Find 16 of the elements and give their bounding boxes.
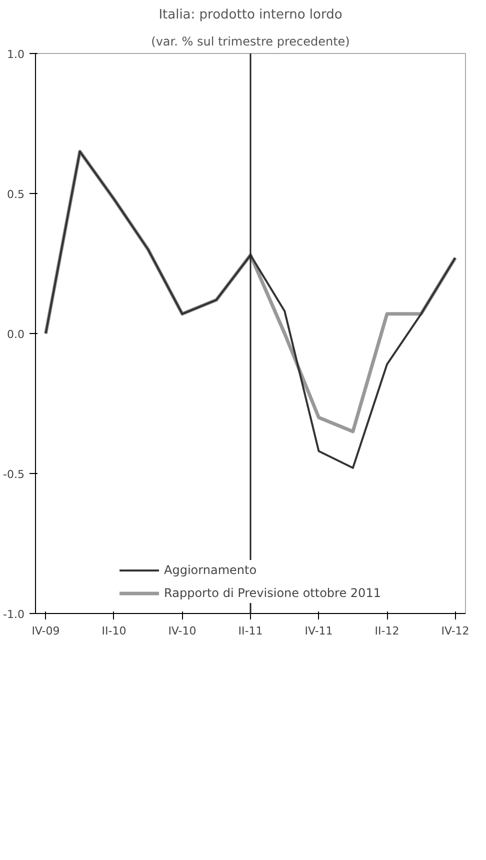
x-tick-label: IV-09 [32, 624, 60, 638]
y-tick-label: -0.5 [3, 468, 25, 481]
legend-label: Aggiornamento [164, 563, 257, 577]
x-tick-label: IV-12 [441, 624, 470, 638]
chart-title: Italia: prodotto interno lordo [158, 8, 342, 22]
x-tick-label: IV-10 [168, 624, 196, 638]
y-tick-label: 0.0 [7, 328, 25, 341]
y-tick-label: 0.5 [7, 188, 25, 201]
legend-label: Rapporto di Previsione ottobre 2011 [164, 586, 381, 600]
y-tick-label: 1.0 [7, 48, 25, 61]
x-tick-label: II-10 [102, 624, 126, 638]
x-tick-label: IV-11 [304, 624, 333, 638]
x-tick-label: II-11 [238, 624, 263, 638]
chart-subtitle: (var. % sul trimestre precedente) [151, 34, 350, 48]
x-tick-label: II-12 [374, 624, 400, 638]
y-tick-label: -1.0 [3, 608, 25, 621]
